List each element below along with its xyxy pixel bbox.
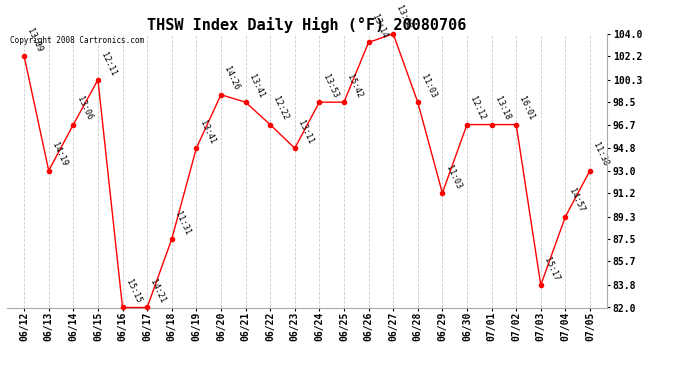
Text: 11:38: 11:38 (591, 141, 610, 168)
Text: 13:18: 13:18 (493, 95, 512, 122)
Text: 14:19: 14:19 (50, 141, 69, 168)
Text: 12:12: 12:12 (469, 95, 487, 122)
Text: 13:09: 13:09 (26, 27, 44, 53)
Text: 13:53: 13:53 (321, 73, 339, 99)
Text: 11:03: 11:03 (419, 73, 438, 99)
Text: 14:26: 14:26 (222, 66, 241, 92)
Title: THSW Index Daily High (°F) 20080706: THSW Index Daily High (°F) 20080706 (148, 16, 466, 33)
Text: 11:03: 11:03 (444, 164, 462, 190)
Text: 14:57: 14:57 (566, 188, 586, 214)
Text: 15:42: 15:42 (345, 73, 364, 99)
Text: 13:14: 13:14 (370, 13, 388, 40)
Text: 12:11: 12:11 (99, 51, 118, 77)
Text: 16:01: 16:01 (518, 95, 536, 122)
Text: 13:08: 13:08 (395, 4, 413, 31)
Text: 13:41: 13:41 (198, 119, 217, 146)
Text: 11:31: 11:31 (173, 210, 192, 236)
Text: 13:06: 13:06 (75, 95, 93, 122)
Text: 13:11: 13:11 (296, 119, 315, 146)
Text: Copyright 2008 Cartronics.com: Copyright 2008 Cartronics.com (10, 36, 144, 45)
Text: 13:41: 13:41 (247, 73, 266, 99)
Text: 14:21: 14:21 (148, 278, 167, 305)
Text: 15:15: 15:15 (124, 278, 143, 305)
Text: 15:17: 15:17 (542, 256, 561, 282)
Text: 12:22: 12:22 (272, 95, 290, 122)
